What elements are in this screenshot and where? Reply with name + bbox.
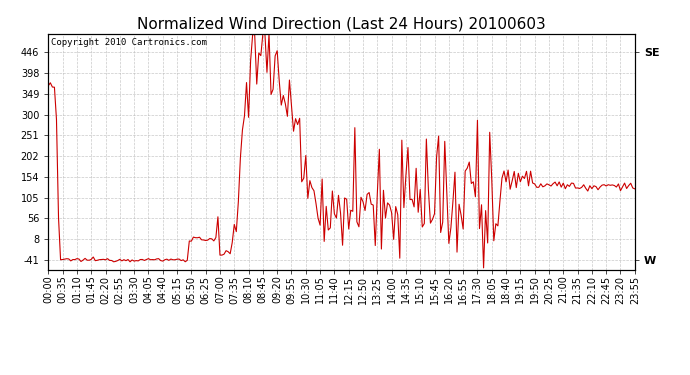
Text: Copyright 2010 Cartronics.com: Copyright 2010 Cartronics.com: [51, 39, 207, 48]
Title: Normalized Wind Direction (Last 24 Hours) 20100603: Normalized Wind Direction (Last 24 Hours…: [137, 16, 546, 31]
